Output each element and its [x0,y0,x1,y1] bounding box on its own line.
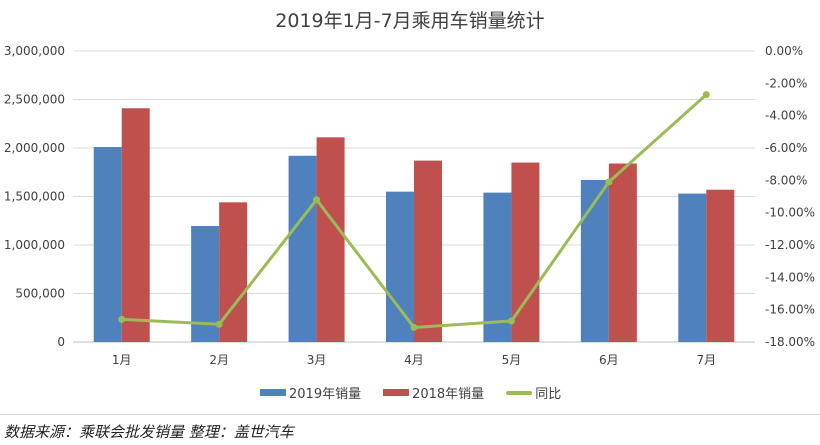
right-axis-tick: -6.00% [765,141,807,155]
legend-label: 同比 [535,387,562,402]
source-note: 数据来源：乘联会批发销量 整理：盖世汽车 [4,423,294,441]
left-axis-tick: 1,500,000 [4,190,65,204]
left-axis-tick: 500,000 [15,287,65,301]
bar-2019 [93,147,122,342]
yoy-point [313,196,321,204]
right-axis-tick: 0.00% [765,44,803,58]
legend-label: 2019年销量 [289,387,362,402]
x-axis-tick: 2月 [209,353,229,367]
yoy-point [410,323,418,331]
chart-plot: 0 500,000 1,000,000 1,500,000 2,000,000 2,500… [4,44,815,367]
legend-swatch [383,389,410,396]
divider [0,414,820,415]
bar-2018 [608,163,637,342]
legend-label: 2018年销量 [412,387,485,402]
yoy-point [605,178,613,186]
legend-item-2019: 2019年销量 [260,383,361,402]
yoy-point [215,320,223,328]
right-axis-tick: -4.00% [765,109,807,123]
yoy-point [118,315,126,323]
legend-swatch [506,390,533,395]
bar-2018 [121,108,150,342]
bar-2019 [386,191,414,342]
legend-swatch [260,389,286,396]
chart-title: 2019年1月-7月乘用车销量统计 [275,10,545,32]
bar-2018 [414,160,442,342]
left-axis-tick: 2,000,000 [4,141,65,155]
right-axis-tick: -10.00% [765,206,815,220]
x-axis-tick: 4月 [404,353,424,367]
right-axis-tick: -18.00% [765,335,815,349]
bar-2018 [706,189,735,342]
yoy-point [507,317,515,325]
legend: 2019年销量 2018年销量 同比 [260,383,561,402]
left-axis-tick: 3,000,000 [4,44,65,58]
x-axis-tick: 5月 [502,353,522,367]
right-axis-tick: -8.00% [765,173,807,187]
left-axis-tick: 1,000,000 [4,238,65,252]
bar-2019 [483,192,512,342]
right-axis-tick: -16.00% [765,303,815,317]
legend-item-yoy: 同比 [506,383,561,402]
left-axis-tick: 2,500,000 [4,93,65,107]
right-axis-tick: -14.00% [765,270,815,284]
x-axis-tick: 6月 [599,353,619,367]
right-axis-tick: -2.00% [765,76,807,90]
bar-2018 [316,137,345,342]
x-axis-tick: 7月 [696,353,716,367]
x-axis-tick: 1月 [112,353,132,367]
legend-item-2018: 2018年销量 [383,383,484,402]
yoy-point [702,91,710,99]
right-axis-tick: -12.00% [765,238,815,252]
bar-2019 [288,155,317,342]
bar-2019 [580,180,609,342]
bar-2019 [678,193,707,342]
x-axis-tick: 3月 [307,353,327,367]
left-axis-tick: 0 [57,335,65,349]
